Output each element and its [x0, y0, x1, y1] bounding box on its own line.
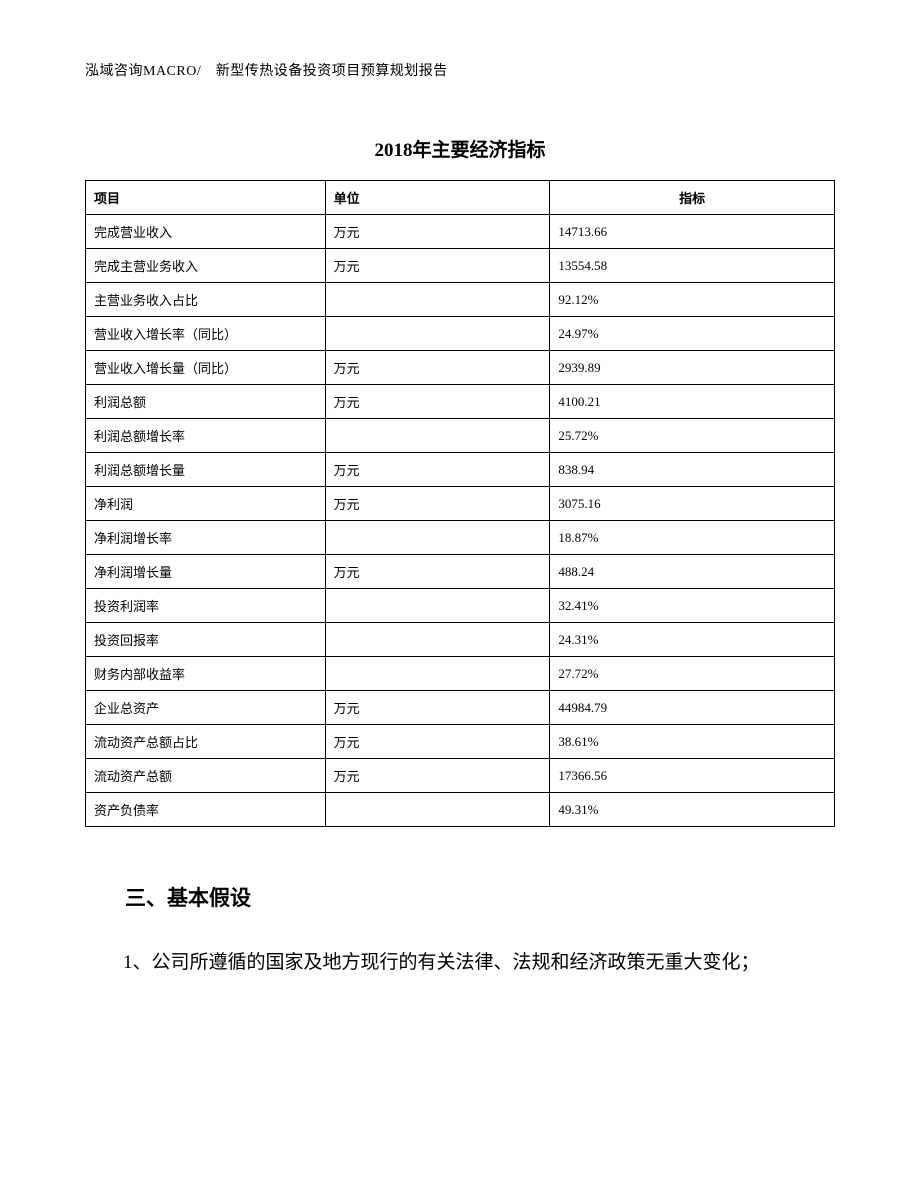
table-cell — [325, 793, 550, 827]
table-row: 利润总额增长率 25.72% — [86, 419, 835, 453]
table-cell: 万元 — [325, 555, 550, 589]
economic-indicators-table: 项目 单位 指标 完成营业收入万元14713.66 完成主营业务收入万元1355… — [85, 180, 835, 827]
table-cell: 营业收入增长量（同比） — [86, 351, 326, 385]
table-cell: 主营业务收入占比 — [86, 283, 326, 317]
table-cell: 32.41% — [550, 589, 835, 623]
table-cell: 27.72% — [550, 657, 835, 691]
table-cell — [325, 521, 550, 555]
table-cell: 24.31% — [550, 623, 835, 657]
table-cell: 万元 — [325, 351, 550, 385]
table-cell: 3075.16 — [550, 487, 835, 521]
table-cell: 利润总额增长量 — [86, 453, 326, 487]
table-cell: 营业收入增长率（同比） — [86, 317, 326, 351]
table-cell — [325, 589, 550, 623]
table-cell — [325, 317, 550, 351]
table-title: 2018年主要经济指标 — [85, 135, 835, 162]
table-cell — [325, 657, 550, 691]
table-cell — [325, 623, 550, 657]
table-cell: 完成营业收入 — [86, 215, 326, 249]
table-header-row: 项目 单位 指标 — [86, 181, 835, 215]
table-row: 财务内部收益率 27.72% — [86, 657, 835, 691]
table-cell: 万元 — [325, 453, 550, 487]
table-row: 主营业务收入占比 92.12% — [86, 283, 835, 317]
table-row: 净利润增长量万元488.24 — [86, 555, 835, 589]
table-row: 完成营业收入万元14713.66 — [86, 215, 835, 249]
table-cell: 24.97% — [550, 317, 835, 351]
table-cell: 13554.58 — [550, 249, 835, 283]
table-header-cell: 单位 — [325, 181, 550, 215]
table-cell: 38.61% — [550, 725, 835, 759]
table-row: 净利润万元3075.16 — [86, 487, 835, 521]
table-cell: 资产负债率 — [86, 793, 326, 827]
table-row: 完成主营业务收入万元13554.58 — [86, 249, 835, 283]
table-cell: 92.12% — [550, 283, 835, 317]
table-row: 利润总额增长量万元838.94 — [86, 453, 835, 487]
table-cell: 万元 — [325, 725, 550, 759]
table-cell: 利润总额 — [86, 385, 326, 419]
table-cell: 488.24 — [550, 555, 835, 589]
table-cell — [325, 419, 550, 453]
table-cell: 净利润 — [86, 487, 326, 521]
table-cell: 14713.66 — [550, 215, 835, 249]
table-row: 企业总资产万元44984.79 — [86, 691, 835, 725]
table-row: 投资利润率 32.41% — [86, 589, 835, 623]
table-cell: 万元 — [325, 759, 550, 793]
table-header-cell: 指标 — [550, 181, 835, 215]
table-row: 营业收入增长量（同比）万元2939.89 — [86, 351, 835, 385]
table-cell: 投资回报率 — [86, 623, 326, 657]
table-row: 营业收入增长率（同比） 24.97% — [86, 317, 835, 351]
table-row: 资产负债率 49.31% — [86, 793, 835, 827]
table-cell: 流动资产总额 — [86, 759, 326, 793]
body-paragraph: 1、公司所遵循的国家及地方现行的有关法律、法规和经济政策无重大变化； — [85, 940, 835, 986]
table-cell: 净利润增长率 — [86, 521, 326, 555]
table-cell: 4100.21 — [550, 385, 835, 419]
table-cell: 利润总额增长率 — [86, 419, 326, 453]
table-cell: 万元 — [325, 691, 550, 725]
table-cell: 企业总资产 — [86, 691, 326, 725]
table-cell: 投资利润率 — [86, 589, 326, 623]
table-row: 投资回报率 24.31% — [86, 623, 835, 657]
table-cell: 44984.79 — [550, 691, 835, 725]
table-cell: 万元 — [325, 487, 550, 521]
table-row: 流动资产总额占比万元38.61% — [86, 725, 835, 759]
table-cell: 净利润增长量 — [86, 555, 326, 589]
table-cell: 流动资产总额占比 — [86, 725, 326, 759]
table-cell: 万元 — [325, 215, 550, 249]
table-cell: 财务内部收益率 — [86, 657, 326, 691]
table-row: 流动资产总额万元17366.56 — [86, 759, 835, 793]
table-cell: 25.72% — [550, 419, 835, 453]
table-cell: 2939.89 — [550, 351, 835, 385]
table-row: 利润总额万元4100.21 — [86, 385, 835, 419]
table-cell: 完成主营业务收入 — [86, 249, 326, 283]
table-header-cell: 项目 — [86, 181, 326, 215]
table-body: 完成营业收入万元14713.66 完成主营业务收入万元13554.58 主营业务… — [86, 215, 835, 827]
table-cell: 49.31% — [550, 793, 835, 827]
table-row: 净利润增长率 18.87% — [86, 521, 835, 555]
table-cell: 18.87% — [550, 521, 835, 555]
table-cell: 万元 — [325, 249, 550, 283]
table-cell: 838.94 — [550, 453, 835, 487]
table-cell — [325, 283, 550, 317]
page-header: 泓域咨询MACRO/ 新型传热设备投资项目预算规划报告 — [85, 60, 835, 80]
section-heading: 三、基本假设 — [125, 882, 835, 912]
table-cell: 17366.56 — [550, 759, 835, 793]
table-cell: 万元 — [325, 385, 550, 419]
